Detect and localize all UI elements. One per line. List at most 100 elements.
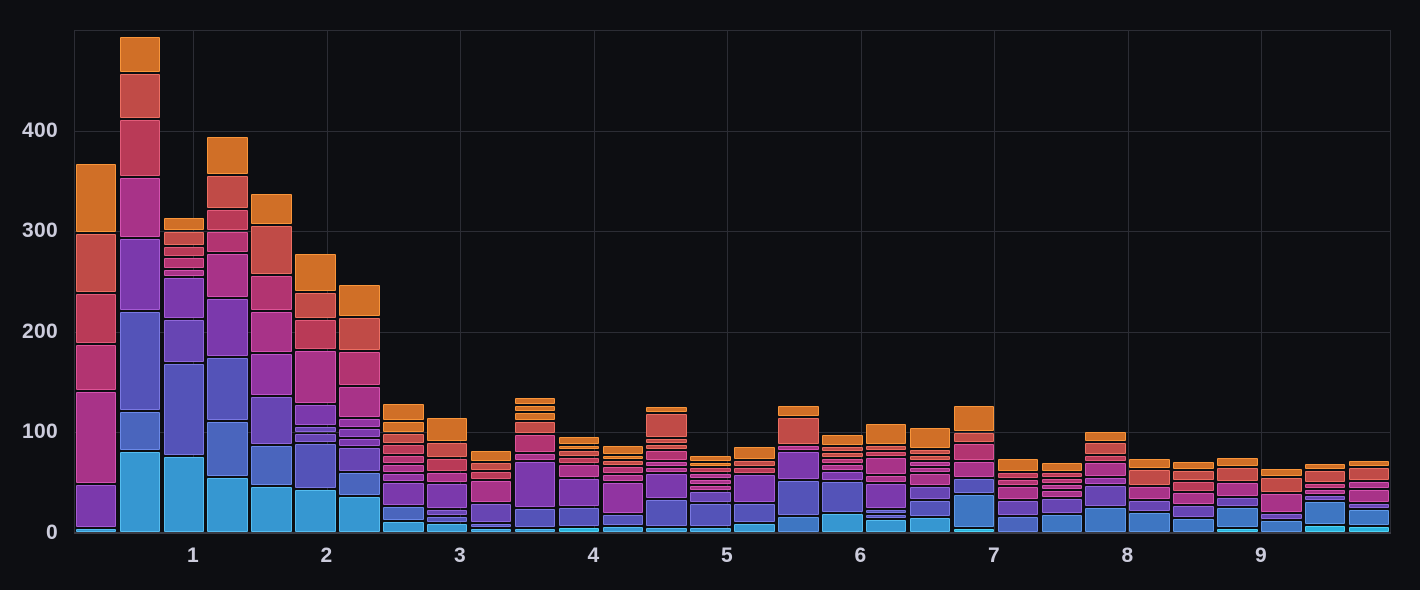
bar-11-segment-series-magenta[interactable] <box>514 453 556 460</box>
bar-26-segment-series-magenta[interactable] <box>1173 492 1214 504</box>
bar-8-segment-series-orange[interactable] <box>383 404 424 420</box>
bar-9-segment-series-crimson[interactable] <box>426 458 468 471</box>
bar-5-segment-series-orange[interactable] <box>251 194 292 225</box>
histogram-bar-7[interactable] <box>339 284 380 532</box>
bar-17-segment-series-orange[interactable] <box>778 406 819 417</box>
bar-15-segment-series-blue-violet[interactable] <box>690 503 731 526</box>
bar-19-segment-series-light-blue[interactable] <box>865 519 907 532</box>
bar-2-segment-series-indigo[interactable] <box>119 412 161 450</box>
bar-13-segment-series-orange[interactable] <box>602 455 643 459</box>
bar-6-segment-series-red[interactable] <box>295 292 336 318</box>
bar-3-segment-series-red[interactable] <box>163 232 204 246</box>
bar-22-segment-series-magenta[interactable] <box>997 486 1039 499</box>
bar-24-segment-series-red[interactable] <box>1085 442 1126 454</box>
bar-14-segment-series-purple[interactable] <box>646 473 687 498</box>
bar-25-segment-series-red[interactable] <box>1129 469 1170 485</box>
bar-15-segment-series-orange[interactable] <box>690 455 731 461</box>
bar-10-segment-series-magenta[interactable] <box>470 480 512 502</box>
bar-3-segment-series-crimson[interactable] <box>163 247 204 257</box>
bar-16-segment-series-crimson[interactable] <box>734 467 775 473</box>
bar-15-segment-series-magenta[interactable] <box>690 479 731 484</box>
bar-17-segment-series-blue-violet[interactable] <box>778 480 819 515</box>
bar-14-segment-series-magenta[interactable] <box>646 461 687 466</box>
bar-26-segment-series-red[interactable] <box>1173 470 1214 480</box>
bar-12-segment-series-red[interactable] <box>558 450 600 456</box>
histogram-bar-29[interactable] <box>1304 463 1346 532</box>
bar-21-segment-series-raspberry[interactable] <box>953 443 995 460</box>
bar-25-segment-series-violet[interactable] <box>1129 500 1170 511</box>
bar-30-segment-series-steel-blue[interactable] <box>1348 509 1390 525</box>
bar-30-segment-series-red[interactable] <box>1348 467 1390 480</box>
bar-11-segment-series-purple[interactable] <box>514 461 556 507</box>
bar-30-segment-series-orange[interactable] <box>1348 460 1390 466</box>
bar-14-segment-series-light-blue[interactable] <box>646 527 687 532</box>
bar-7-segment-series-orange[interactable] <box>339 284 380 316</box>
histogram-bar-9[interactable] <box>426 418 468 532</box>
bar-1-segment-series-magenta[interactable] <box>75 392 117 483</box>
bar-10-segment-series-red[interactable] <box>470 462 512 470</box>
bar-14-segment-series-red[interactable] <box>646 438 687 443</box>
bar-24-segment-series-orange[interactable] <box>1085 431 1126 441</box>
bar-11-segment-series-blue-violet[interactable] <box>514 508 556 527</box>
bar-17-segment-series-purple[interactable] <box>778 451 819 479</box>
histogram-bar-15[interactable] <box>690 455 731 532</box>
bar-22-segment-series-orange[interactable] <box>997 458 1039 471</box>
histogram-bar-1[interactable] <box>75 163 117 532</box>
bar-1-segment-series-crimson[interactable] <box>75 293 117 343</box>
bar-19-segment-series-orange[interactable] <box>865 423 907 444</box>
bar-29-segment-series-steel-blue[interactable] <box>1304 501 1346 524</box>
bar-19-segment-series-magenta[interactable] <box>865 475 907 482</box>
bar-3-segment-series-orange[interactable] <box>163 218 204 231</box>
histogram-bar-27[interactable] <box>1217 457 1258 532</box>
bar-8-segment-series-plum[interactable] <box>383 473 424 481</box>
bar-13-segment-series-orange[interactable] <box>602 445 643 454</box>
bar-18-segment-series-blue-violet[interactable] <box>822 481 863 512</box>
bar-15-segment-series-magenta[interactable] <box>690 485 731 490</box>
bar-10-segment-series-violet[interactable] <box>470 503 512 522</box>
bar-9-segment-series-red[interactable] <box>426 442 468 457</box>
bar-20-segment-series-violet[interactable] <box>909 486 951 499</box>
bar-4-segment-series-purple[interactable] <box>207 298 248 357</box>
histogram-bar-30[interactable] <box>1348 460 1390 532</box>
bar-14-segment-series-red[interactable] <box>646 444 687 449</box>
bar-23-segment-series-raspberry[interactable] <box>1041 478 1082 483</box>
histogram-bar-8[interactable] <box>383 404 424 532</box>
histogram-bar-22[interactable] <box>997 458 1039 532</box>
bar-7-segment-series-magenta[interactable] <box>339 387 380 418</box>
bar-18-segment-series-orange[interactable] <box>822 434 863 445</box>
bar-18-segment-series-purple[interactable] <box>822 471 863 480</box>
bar-20-segment-series-orange[interactable] <box>909 427 951 448</box>
bar-15-segment-series-crimson[interactable] <box>690 467 731 472</box>
bar-4-segment-series-orange[interactable] <box>207 136 248 175</box>
bar-12-segment-series-orange[interactable] <box>558 445 600 449</box>
histogram-bar-3[interactable] <box>163 218 204 532</box>
bar-2-segment-series-orange[interactable] <box>119 37 161 73</box>
bar-24-segment-series-magenta[interactable] <box>1085 462 1126 476</box>
histogram-bar-20[interactable] <box>909 427 951 532</box>
bar-8-segment-series-red[interactable] <box>383 433 424 443</box>
bar-8-segment-series-light-blue[interactable] <box>383 521 424 532</box>
bar-20-segment-series-blue-violet[interactable] <box>909 500 951 516</box>
bar-28-segment-series-steel-blue[interactable] <box>1261 520 1302 532</box>
bar-29-segment-series-magenta[interactable] <box>1304 489 1346 494</box>
bar-13-segment-series-raspberry[interactable] <box>602 466 643 473</box>
bar-9-segment-series-violet[interactable] <box>426 509 468 515</box>
bar-11-segment-series-orange[interactable] <box>514 413 556 421</box>
bar-19-segment-series-purple[interactable] <box>865 483 907 508</box>
bar-18-segment-series-magenta[interactable] <box>822 464 863 470</box>
bar-14-segment-series-magenta[interactable] <box>646 467 687 472</box>
bar-9-segment-series-purple[interactable] <box>426 483 468 508</box>
bar-4-segment-series-indigo[interactable] <box>207 422 248 476</box>
bar-20-segment-series-magenta[interactable] <box>909 473 951 485</box>
bar-15-segment-series-violet[interactable] <box>690 491 731 502</box>
histogram-bar-10[interactable] <box>470 450 512 532</box>
bar-6-segment-series-violet[interactable] <box>295 434 336 442</box>
bar-27-segment-series-magenta[interactable] <box>1217 482 1258 496</box>
bar-12-segment-series-cyan[interactable] <box>558 527 600 532</box>
bar-2-segment-series-magenta[interactable] <box>119 177 161 238</box>
bar-23-segment-series-crimson[interactable] <box>1041 472 1082 477</box>
bar-5-segment-series-violet[interactable] <box>251 397 292 444</box>
bar-6-segment-series-magenta[interactable] <box>295 351 336 404</box>
bar-5-segment-series-raspberry[interactable] <box>251 275 292 310</box>
bar-7-segment-series-indigo[interactable] <box>339 472 380 495</box>
